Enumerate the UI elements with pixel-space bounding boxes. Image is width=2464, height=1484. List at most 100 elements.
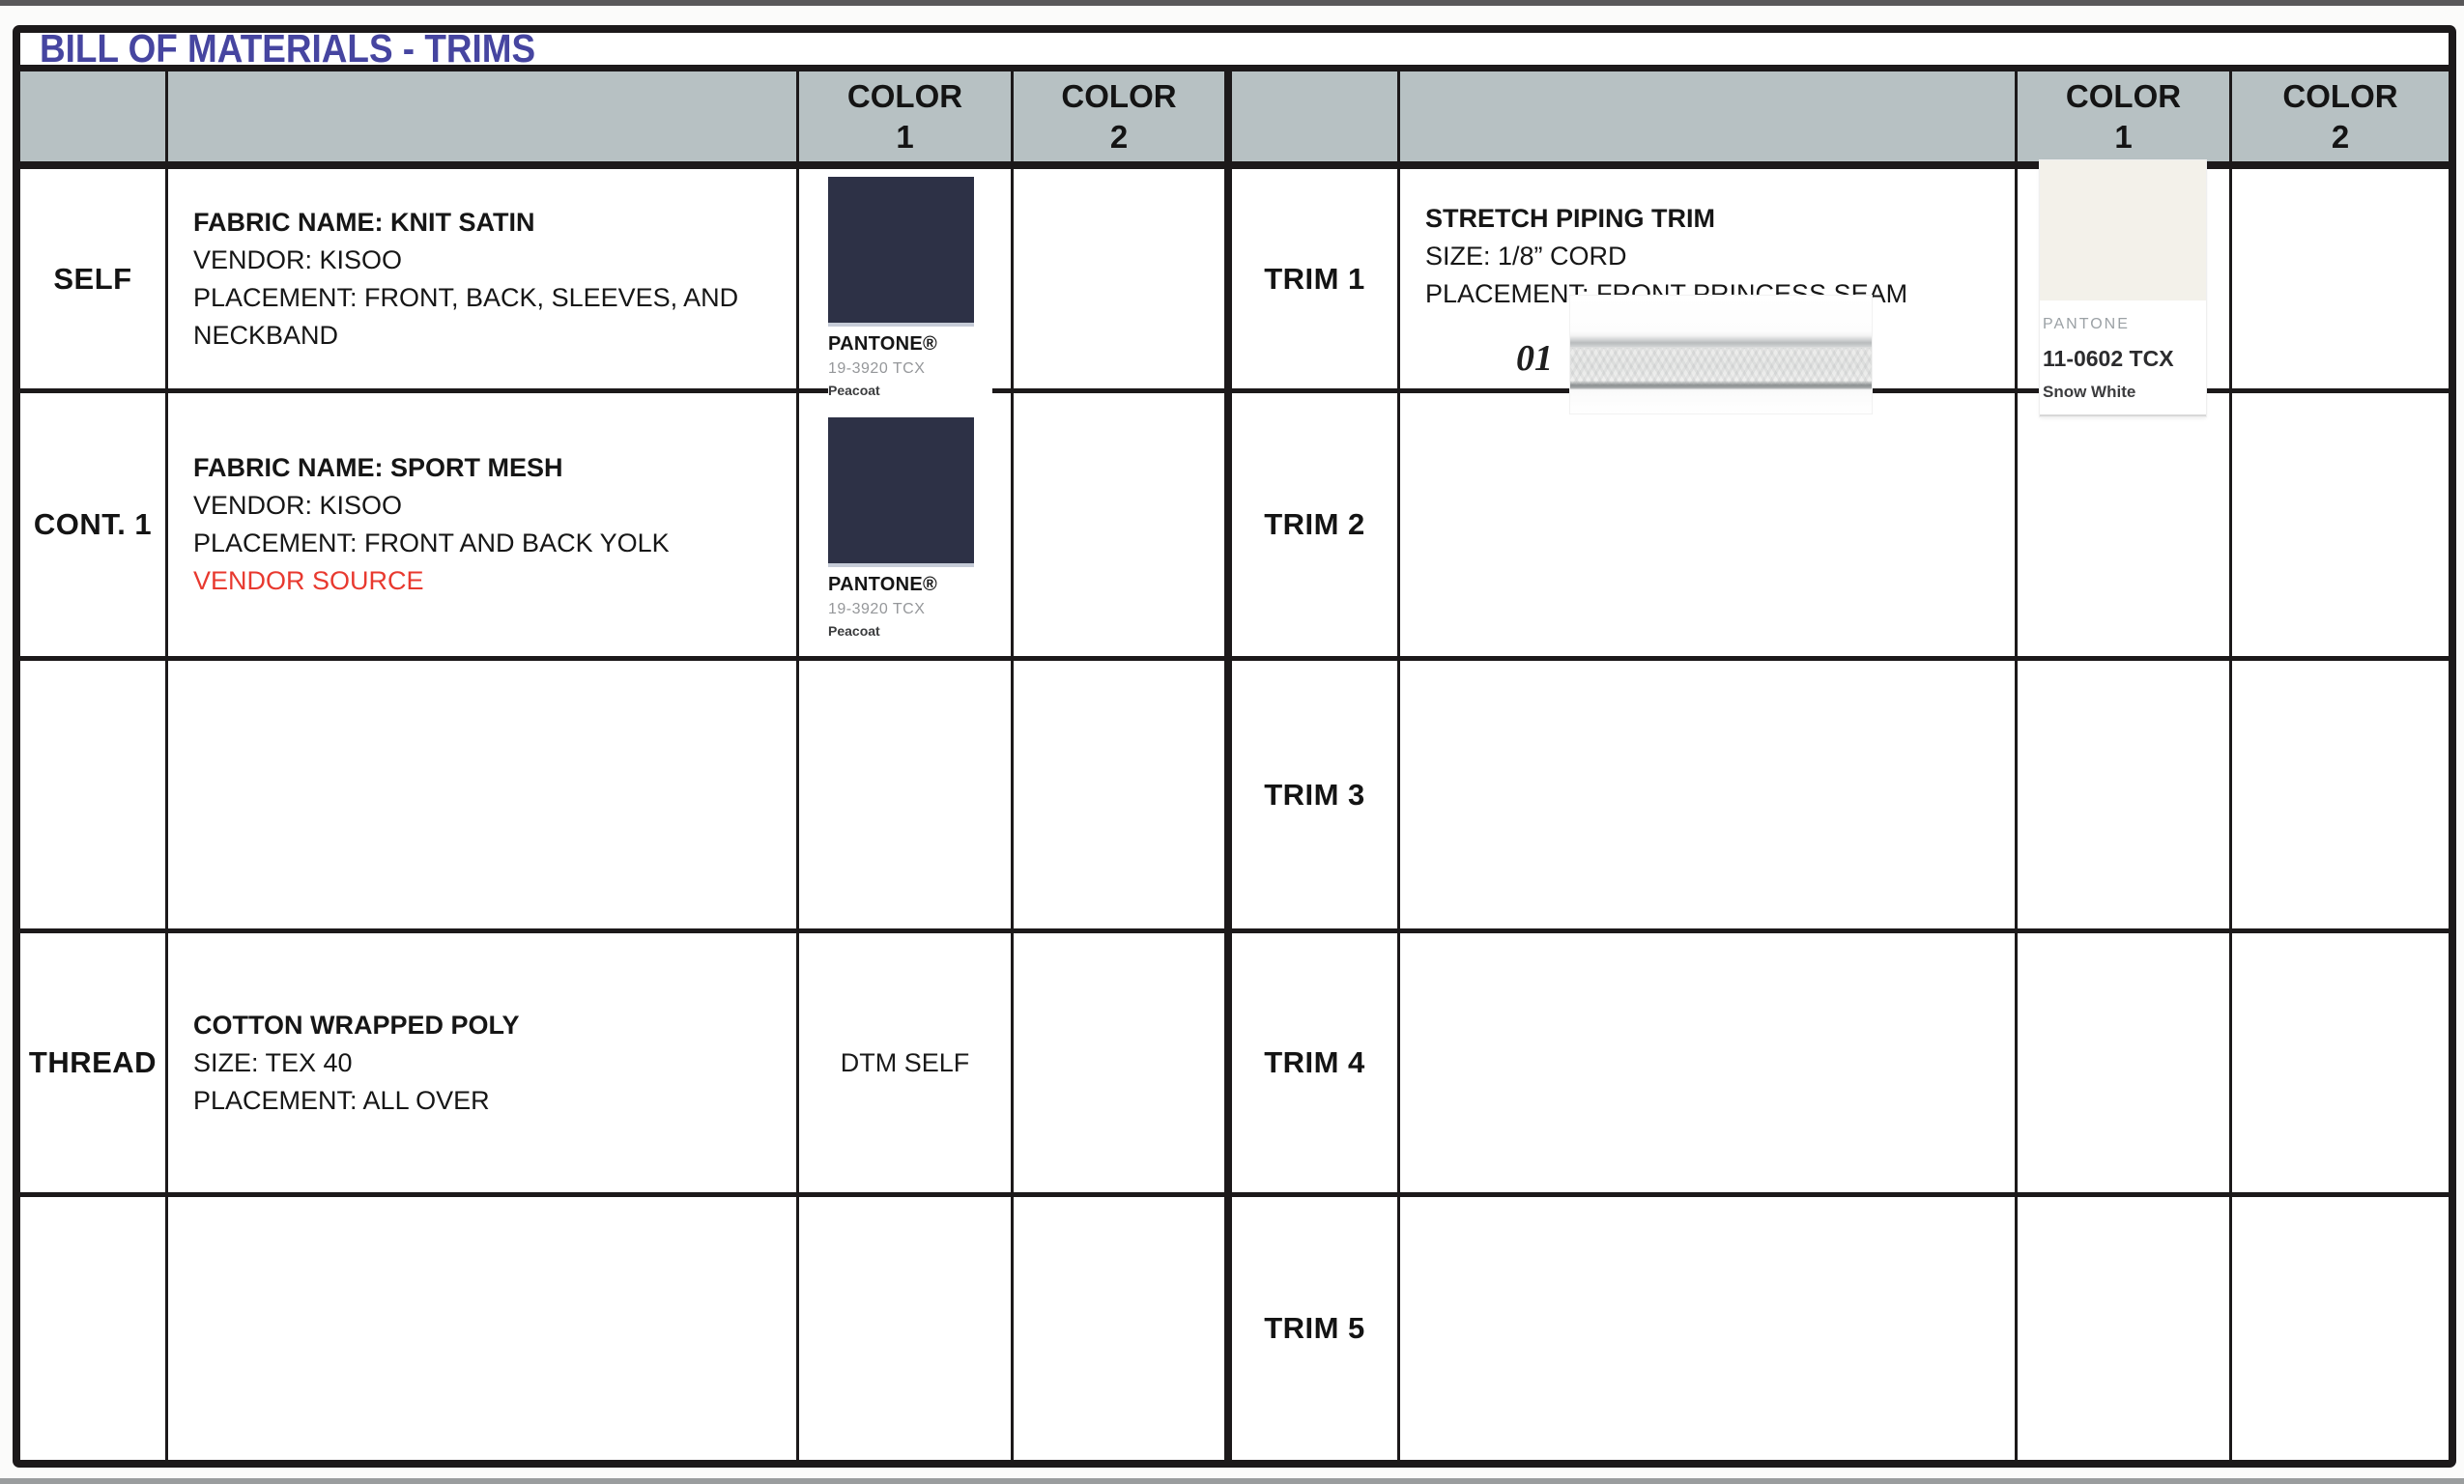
thread-color2-cell: [1014, 933, 1224, 1192]
thread-color1-cell: DTM SELF: [799, 933, 1014, 1192]
cont1-color1-cell: PANTONE® 19-3920 TCX Peacoat: [799, 393, 1014, 656]
pantone-code: 11-0602 TCX: [2043, 346, 2174, 371]
trim2-color2-cell: [2232, 393, 2449, 656]
empty-description-cell: [168, 661, 799, 928]
trim2-color1-cell: [2018, 393, 2232, 656]
table-row-trim4: TRIM 4: [1232, 933, 2449, 1197]
table-row-trim5: TRIM 5: [1232, 1197, 2449, 1460]
pantone-brand: PANTONE: [2043, 316, 2130, 332]
fabric-name: FABRIC NAME: SPORT MESH: [193, 453, 563, 482]
thread-name: COTTON WRAPPED POLY: [193, 1010, 520, 1040]
trim3-color1-cell: [2018, 661, 2232, 928]
color2-header-label: COLOR 2: [2282, 77, 2398, 155]
empty-color2-cell: [1014, 661, 1224, 928]
window-top-edge: [0, 0, 2464, 6]
pantone-code: 19-3920 TCX: [828, 360, 926, 377]
trims-table: COLOR 1 COLOR 2 TRIM 1 STRETCH PIPING TR…: [1232, 71, 2449, 1460]
table-row-thread: THREAD COTTON WRAPPED POLY SIZE: TEX 40 …: [20, 933, 1224, 1197]
empty-color1-cell: [799, 1197, 1014, 1460]
pantone-code: 19-3920 TCX: [828, 601, 926, 617]
fabrics-table: COLOR 1 COLOR 2 SELF FABRIC NAME: KNIT S…: [20, 71, 1224, 1460]
piping-photo-number: 01: [1516, 338, 1553, 379]
empty-color2-cell: [1014, 1197, 1224, 1460]
cont1-color2-cell: [1014, 393, 1224, 656]
color1-header-label: COLOR 1: [846, 77, 963, 155]
table-row-trim1: TRIM 1 STRETCH PIPING TRIM SIZE: 1/8” CO…: [1232, 160, 2449, 416]
trims-header-desc-cell: [1400, 71, 2018, 161]
trim2-description-cell: [1400, 393, 2018, 656]
trims-header-label-cell: [1232, 71, 1400, 161]
trim5-description-cell: [1400, 1197, 2018, 1460]
piping-trim-photo: [1570, 296, 1872, 414]
fabrics-header-row: COLOR 1 COLOR 2: [20, 71, 1224, 169]
fabrics-header-color1-cell: COLOR 1: [799, 71, 1014, 161]
vendor: VENDOR: KISOO: [193, 491, 403, 520]
trim4-color2-cell: [2232, 933, 2449, 1192]
row-label-empty: [20, 661, 168, 928]
dtm-self-note: DTM SELF: [840, 1047, 970, 1077]
self-description-cell: FABRIC NAME: KNIT SATIN VENDOR: KISOO PL…: [168, 169, 799, 388]
pantone-swatch-peacoat: [828, 417, 974, 567]
tables-center-divider: [1224, 71, 1232, 1460]
row-label-self: SELF: [20, 169, 168, 388]
pantone-card-peacoat: PANTONE® 19-3920 TCX Peacoat: [828, 177, 992, 398]
cont1-description-cell: FABRIC NAME: SPORT MESH VENDOR: KISOO PL…: [168, 393, 799, 656]
self-color2-cell: [1014, 169, 1224, 388]
trim1-description-cell: STRETCH PIPING TRIM SIZE: 1/8” CORD PLAC…: [1400, 169, 2018, 414]
table-row-cont1: CONT. 1 FABRIC NAME: SPORT MESH VENDOR: …: [20, 393, 1224, 661]
pantone-brand: PANTONE®: [828, 333, 938, 355]
fabrics-header-desc-cell: [168, 71, 799, 161]
placement: PLACEMENT: FRONT AND BACK YOLK: [193, 528, 670, 557]
placement: PLACEMENT: FRONT, BACK, SLEEVES, AND NEC…: [193, 282, 739, 350]
color1-header-label: COLOR 1: [2065, 77, 2182, 155]
thread-size: SIZE: TEX 40: [193, 1047, 353, 1077]
pantone-card-peacoat: PANTONE® 19-3920 TCX Peacoat: [828, 417, 992, 639]
title-bar: BILL OF MATERIALS - TRIMS: [20, 26, 2449, 71]
trim3-color2-cell: [2232, 661, 2449, 928]
pantone-name: Snow White: [2043, 383, 2136, 401]
self-color1-cell: PANTONE® 19-3920 TCX Peacoat: [799, 169, 1014, 398]
row-label-thread: THREAD: [20, 933, 168, 1192]
table-body: COLOR 1 COLOR 2 SELF FABRIC NAME: KNIT S…: [20, 71, 2449, 1460]
trim-size: SIZE: 1/8” CORD: [1425, 242, 1627, 271]
row-label-trim3: TRIM 3: [1232, 661, 1400, 928]
placement: PLACEMENT: ALL OVER: [193, 1085, 490, 1115]
pantone-name: Peacoat: [828, 623, 880, 639]
trim5-color1-cell: [2018, 1197, 2232, 1460]
fabrics-header-label-cell: [20, 71, 168, 161]
trims-header-color1-cell: COLOR 1: [2018, 71, 2232, 161]
row-label-empty: [20, 1197, 168, 1460]
table-row-empty: [20, 661, 1224, 933]
row-label-cont1: CONT. 1: [20, 393, 168, 656]
trim1-color1-cell: PANTONE 11-0602 TCX Snow White: [2018, 160, 2232, 416]
row-label-trim1: TRIM 1: [1232, 169, 1400, 388]
page-title: BILL OF MATERIALS - TRIMS: [40, 26, 536, 71]
trim1-color2-cell: [2232, 169, 2449, 388]
vendor: VENDOR: KISOO: [193, 244, 403, 274]
row-label-trim4: TRIM 4: [1232, 933, 1400, 1192]
row-label-trim5: TRIM 5: [1232, 1197, 1400, 1460]
row-label-trim2: TRIM 2: [1232, 393, 1400, 656]
pantone-swatch-snow-white: [2040, 160, 2206, 300]
trim4-description-cell: [1400, 933, 2018, 1192]
fabrics-header-color2-cell: COLOR 2: [1014, 71, 1224, 161]
trims-header-color2-cell: COLOR 2: [2232, 71, 2449, 161]
table-row-empty: [20, 1197, 1224, 1460]
empty-color1-cell: [799, 661, 1014, 928]
pantone-brand: PANTONE®: [828, 574, 938, 595]
thread-description-cell: COTTON WRAPPED POLY SIZE: TEX 40 PLACEME…: [168, 933, 799, 1192]
bom-trims-table: BILL OF MATERIALS - TRIMS COLOR 1 COLOR …: [13, 25, 2456, 1468]
trim5-color2-cell: [2232, 1197, 2449, 1460]
pantone-swatch-peacoat: [828, 177, 974, 327]
pantone-name: Peacoat: [828, 383, 880, 398]
trim3-description-cell: [1400, 661, 2018, 928]
trim4-color1-cell: [2018, 933, 2232, 1192]
pantone-card-snow-white: PANTONE 11-0602 TCX Snow White: [2040, 160, 2206, 416]
table-row-self: SELF FABRIC NAME: KNIT SATIN VENDOR: KIS…: [20, 169, 1224, 398]
color2-header-label: COLOR 2: [1061, 77, 1177, 155]
table-row-trim2: TRIM 2: [1232, 393, 2449, 661]
trims-header-row: COLOR 1 COLOR 2: [1232, 71, 2449, 169]
table-row-trim3: TRIM 3: [1232, 661, 2449, 933]
empty-description-cell: [168, 1197, 799, 1460]
